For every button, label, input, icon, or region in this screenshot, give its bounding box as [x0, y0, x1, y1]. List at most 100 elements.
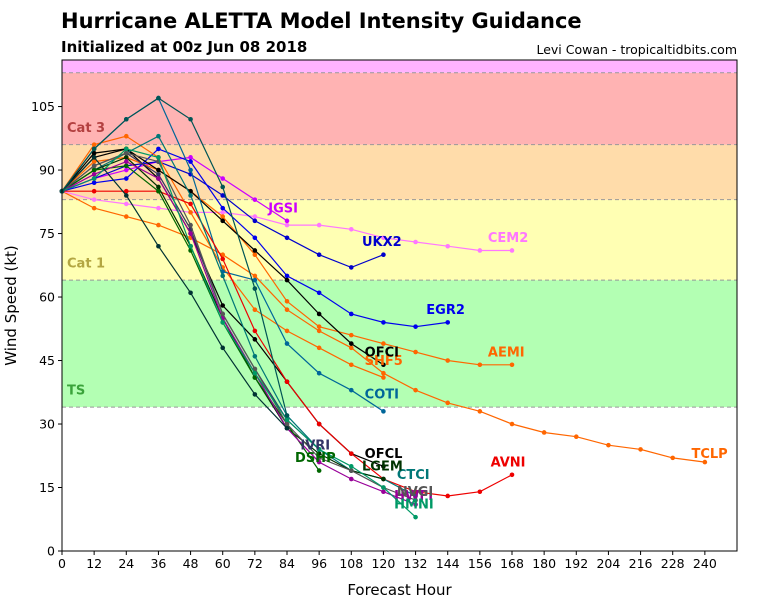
x-tick-label: 192 — [564, 556, 588, 571]
data-point — [348, 468, 354, 473]
series-label-ctci: CTCI — [397, 468, 430, 483]
series-label-ukx2: UKX2 — [362, 235, 402, 250]
data-point — [220, 214, 226, 219]
series-hmni — [59, 146, 418, 520]
data-point — [188, 201, 193, 207]
x-tick-label: 72 — [247, 556, 263, 571]
data-point — [381, 489, 386, 495]
data-point — [220, 256, 226, 262]
data-point — [638, 447, 643, 452]
x-tick-label: 216 — [629, 556, 653, 571]
series-hwfi — [59, 159, 418, 507]
data-point — [156, 133, 161, 139]
data-point — [284, 277, 290, 283]
band-label-cat-3: Cat 3 — [67, 121, 105, 136]
data-point — [252, 375, 258, 380]
data-point — [541, 430, 547, 435]
data-point — [316, 328, 322, 334]
data-point — [123, 150, 129, 156]
data-point — [316, 252, 322, 258]
series-label-egr2: EGR2 — [426, 303, 465, 318]
data-point — [252, 197, 258, 202]
series-label-hwfi: HWFI — [394, 489, 433, 504]
data-point — [252, 273, 258, 279]
data-point — [348, 332, 354, 338]
data-point — [381, 485, 386, 490]
y-tick-label: 90 — [39, 163, 55, 178]
x-tick-label: 96 — [311, 556, 327, 571]
x-tick-label: 204 — [596, 556, 620, 571]
series-line-nvgi — [61, 152, 416, 501]
data-point — [156, 155, 161, 160]
data-point — [123, 133, 129, 139]
data-point — [252, 214, 258, 219]
data-point — [477, 489, 483, 495]
data-point — [445, 320, 451, 325]
data-point — [284, 328, 290, 334]
chart-subtitle: Initialized at 00z Jun 08 2018 — [61, 38, 308, 56]
series-label-hmni: HMNI — [394, 498, 434, 513]
data-point — [252, 337, 258, 342]
data-point — [348, 451, 354, 456]
data-point — [316, 468, 322, 473]
data-point — [284, 235, 290, 241]
series-line-sh5p — [61, 156, 288, 429]
series-label-shf5: SHF5 — [365, 354, 403, 369]
data-point — [123, 159, 129, 164]
data-point — [123, 116, 129, 122]
data-point — [91, 159, 97, 164]
data-point — [123, 146, 129, 152]
data-point — [445, 243, 451, 249]
data-point — [316, 345, 322, 351]
data-point — [316, 455, 322, 461]
band-label-cat-1: Cat 1 — [67, 256, 105, 271]
data-point — [509, 362, 515, 368]
series-label-ofci: OFCI — [365, 345, 399, 360]
data-point — [413, 502, 418, 507]
x-tick-label: 12 — [86, 556, 102, 571]
chart-title: Hurricane ALETTA Model Intensity Guidanc… — [61, 9, 582, 33]
data-point — [284, 307, 290, 313]
x-tick-label: 228 — [661, 556, 685, 571]
data-point — [413, 493, 418, 499]
series-label-aemi: AEMI — [488, 345, 525, 360]
data-point — [284, 273, 290, 279]
category-band-level-2 — [62, 144, 737, 200]
data-point — [670, 455, 676, 461]
data-point — [348, 476, 354, 482]
data-point — [381, 409, 386, 414]
x-tick-label: 84 — [279, 556, 295, 571]
data-point — [509, 421, 515, 427]
series-label-ofcl: OFCL — [365, 447, 403, 462]
series-label-coti: COTI — [365, 388, 399, 403]
data-point — [445, 493, 451, 499]
data-point — [316, 324, 322, 329]
data-point — [188, 210, 193, 215]
series-label-dshp: DSHP — [295, 451, 336, 466]
y-axis-ticks: 0 15 30 45 60 75 90 105 — [31, 99, 62, 559]
data-point — [413, 497, 418, 503]
data-point — [252, 218, 258, 224]
x-tick-label: 168 — [500, 556, 524, 571]
data-point — [156, 222, 161, 228]
data-point — [123, 214, 129, 219]
data-point — [316, 421, 322, 427]
data-point — [284, 413, 290, 418]
series-label-tclp: TCLP — [691, 447, 727, 462]
data-point — [156, 146, 161, 152]
data-point — [348, 362, 354, 368]
x-tick-label: 120 — [371, 556, 395, 571]
series-nvgi — [59, 150, 418, 503]
x-tick-label: 132 — [404, 556, 428, 571]
data-point — [188, 159, 193, 164]
data-point — [220, 320, 226, 325]
data-point — [316, 370, 322, 376]
series-tclp — [59, 188, 708, 465]
data-point — [252, 328, 258, 334]
data-point — [91, 146, 97, 152]
data-point — [381, 341, 386, 346]
data-point — [91, 150, 97, 156]
x-tick-label: 156 — [468, 556, 492, 571]
